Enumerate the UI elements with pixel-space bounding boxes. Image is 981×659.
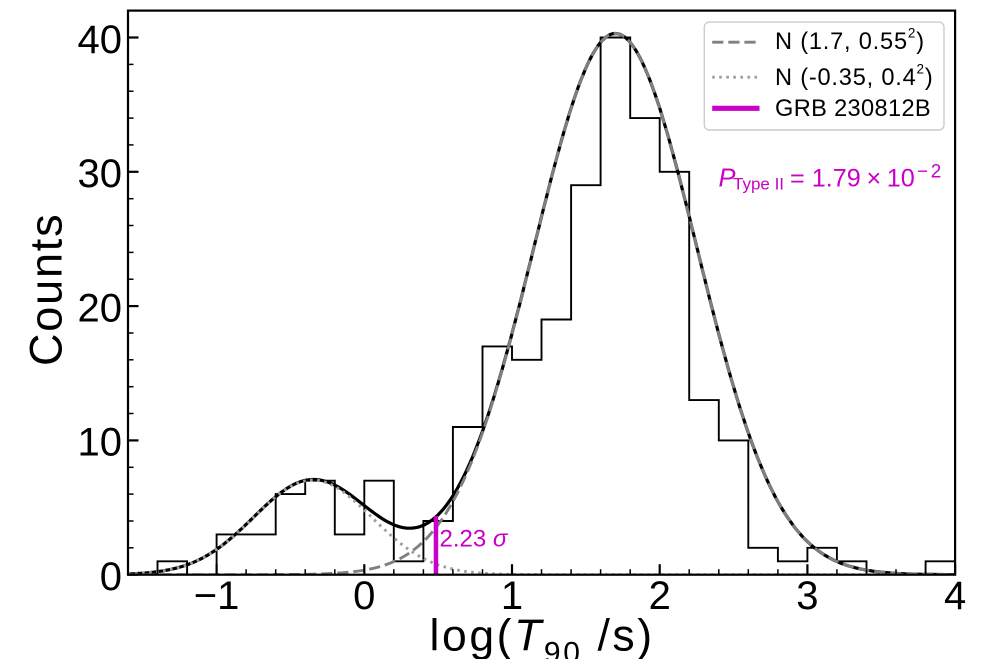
svg-text:N (-0.35, 0.42): N (-0.35, 0.42) — [775, 61, 934, 91]
svg-text:2: 2 — [649, 574, 671, 618]
svg-text:0: 0 — [100, 555, 122, 599]
svg-text:2.23 σ: 2.23 σ — [440, 526, 509, 553]
svg-text:4: 4 — [944, 574, 966, 618]
svg-text:P: P — [719, 165, 736, 193]
svg-text:−1: −1 — [194, 574, 240, 618]
svg-text:log(T90 /s): log(T90 /s) — [430, 612, 655, 659]
svg-text:Counts: Counts — [21, 213, 72, 366]
svg-text:10: 10 — [78, 421, 123, 465]
svg-text:3: 3 — [796, 574, 818, 618]
svg-text:Type II: Type II — [733, 174, 784, 193]
svg-text:30: 30 — [78, 152, 123, 196]
svg-text:1: 1 — [501, 574, 523, 618]
svg-text:= 1.79: = 1.79 — [790, 165, 861, 193]
svg-text:20: 20 — [78, 286, 123, 330]
svg-text:N (1.7, 0.552): N (1.7, 0.552) — [775, 25, 925, 55]
svg-text:×: × — [867, 165, 882, 193]
svg-text:−2: −2 — [917, 162, 944, 183]
svg-text:10: 10 — [887, 165, 915, 193]
svg-text:0: 0 — [353, 574, 375, 618]
svg-text:40: 40 — [78, 18, 123, 62]
svg-text:GRB 230812B: GRB 230812B — [775, 96, 931, 122]
